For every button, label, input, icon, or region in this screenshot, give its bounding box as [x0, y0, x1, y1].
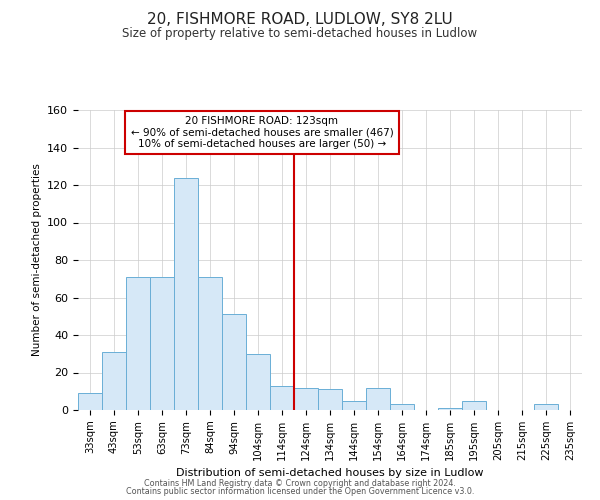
Bar: [390, 404, 414, 410]
Bar: [534, 404, 558, 410]
Text: Contains HM Land Registry data © Crown copyright and database right 2024.: Contains HM Land Registry data © Crown c…: [144, 478, 456, 488]
Text: 20, FISHMORE ROAD, LUDLOW, SY8 2LU: 20, FISHMORE ROAD, LUDLOW, SY8 2LU: [147, 12, 453, 28]
Bar: [78, 393, 102, 410]
Bar: [342, 400, 366, 410]
Bar: [150, 277, 174, 410]
Bar: [222, 314, 246, 410]
Bar: [318, 390, 342, 410]
Text: Contains public sector information licensed under the Open Government Licence v3: Contains public sector information licen…: [126, 487, 474, 496]
Bar: [294, 388, 318, 410]
Text: Size of property relative to semi-detached houses in Ludlow: Size of property relative to semi-detach…: [122, 28, 478, 40]
Y-axis label: Number of semi-detached properties: Number of semi-detached properties: [32, 164, 41, 356]
Bar: [366, 388, 390, 410]
Bar: [174, 178, 198, 410]
Bar: [198, 277, 222, 410]
Bar: [126, 277, 150, 410]
Bar: [270, 386, 294, 410]
Text: 20 FISHMORE ROAD: 123sqm
← 90% of semi-detached houses are smaller (467)
10% of : 20 FISHMORE ROAD: 123sqm ← 90% of semi-d…: [131, 116, 394, 149]
Bar: [438, 408, 462, 410]
X-axis label: Distribution of semi-detached houses by size in Ludlow: Distribution of semi-detached houses by …: [176, 468, 484, 478]
Bar: [462, 400, 486, 410]
Bar: [246, 354, 270, 410]
Bar: [102, 352, 126, 410]
